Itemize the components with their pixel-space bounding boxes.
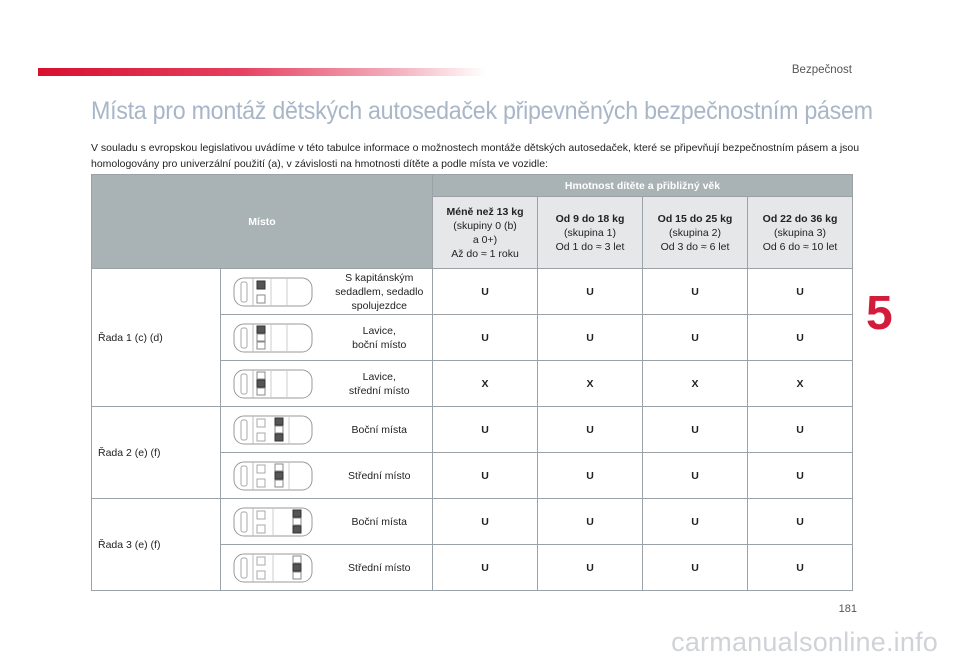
suitability-cell: X <box>432 360 539 407</box>
seat-description: Lavice, střední místo <box>326 360 434 407</box>
suitability-cell: U <box>432 498 539 545</box>
seat-description: Střední místo <box>326 544 434 591</box>
suitability-cell: U <box>747 314 854 361</box>
suitability-cell: U <box>537 498 644 545</box>
row-group-label: Řada 2 (e) (f) <box>91 406 221 499</box>
row-group-label: Řada 3 (e) (f) <box>91 498 221 591</box>
table-row: Střední místo U U U U <box>92 544 854 591</box>
suitability-cell: U <box>537 544 644 591</box>
table-row: Střední místo U U U U <box>92 452 854 499</box>
suitability-cell: U <box>432 406 539 453</box>
column-header-group3: Od 22 do 36 kg (skupina 3) Od 6 do ≈ 10 le… <box>747 196 854 269</box>
watermark: carmanualsonline.info <box>671 627 938 657</box>
header-accent-bar <box>38 68 486 76</box>
car-seat-diagram <box>220 544 327 591</box>
table-row: Řada 1 (c) (d) S kapitánským sedadlem, se… <box>91 268 854 407</box>
suitability-cell: U <box>537 268 644 315</box>
suitability-cell: X <box>537 360 644 407</box>
car-seat-diagram <box>220 268 327 315</box>
chapter-number: 5 <box>866 287 893 340</box>
suitability-cell: U <box>432 314 539 361</box>
suitability-cell: U <box>642 314 749 361</box>
page-number: 181 <box>838 603 857 615</box>
seat-table: Místo Hmotnost dítěte a přibližný věk Mé… <box>90 174 854 591</box>
car-seat-diagram <box>220 452 327 499</box>
suitability-cell: X <box>747 360 854 407</box>
suitability-cell: U <box>747 544 854 591</box>
header-hmotnost: Hmotnost dítěte a přibližný věk <box>432 174 854 197</box>
seat-description: Lavice, boční místo <box>326 314 434 361</box>
column-header-group2: Od 15 do 25 kg (skupina 2) Od 3 do ≈ 6 let <box>642 196 749 269</box>
car-top-view-icon <box>233 507 313 536</box>
seat-description: Boční místa <box>326 498 434 545</box>
seat-description: Boční místa <box>326 406 434 453</box>
suitability-cell: U <box>642 406 749 453</box>
column-header-group0: Méně než 13 kg (skupiny 0 (b) a 0+) Až do ≈… <box>432 196 539 269</box>
table-row: Řada 2 (e) (f) Boční místa U U U U <box>91 406 854 499</box>
suitability-cell: U <box>747 406 854 453</box>
car-top-view-icon <box>233 323 313 352</box>
car-top-view-icon <box>233 553 313 582</box>
car-seat-diagram <box>220 314 327 361</box>
seat-description: S kapitánským sedadlem, sedadlo spolujezdc… <box>326 268 434 315</box>
seat-description: Střední místo <box>326 452 434 499</box>
suitability-cell: U <box>642 452 749 499</box>
table-row: Lavice, boční místo U U U U <box>92 314 854 361</box>
suitability-cell: U <box>747 498 854 545</box>
page-title: Místa pro montáž dětských autosedaček př… <box>91 97 873 125</box>
suitability-cell: X <box>642 360 749 407</box>
column-header-group1: Od 9 do 18 kg (skupina 1) Od 1 do ≈ 3 let <box>537 196 644 269</box>
suitability-cell: U <box>432 452 539 499</box>
suitability-cell: U <box>537 314 644 361</box>
suitability-cell: U <box>537 406 644 453</box>
car-top-view-icon <box>233 461 313 490</box>
car-seat-diagram <box>220 406 327 453</box>
intro-paragraph: V souladu s evropskou legislativou uvádí… <box>91 142 860 170</box>
suitability-cell: U <box>642 498 749 545</box>
section-title: Bezpečnost <box>791 64 852 76</box>
car-seat-diagram <box>220 360 327 407</box>
car-top-view-icon <box>233 415 313 444</box>
suitability-cell: U <box>432 268 539 315</box>
suitability-cell: U <box>747 268 854 315</box>
car-top-view-icon <box>233 277 313 306</box>
suitability-cell: U <box>432 544 539 591</box>
header-misto: Místo <box>90 174 434 269</box>
suitability-cell: U <box>642 544 749 591</box>
car-top-view-icon <box>233 369 313 398</box>
suitability-cell: U <box>537 452 644 499</box>
suitability-cell: U <box>747 452 854 499</box>
table-row: Řada 3 (e) (f) Boční místa U U U U <box>91 498 854 591</box>
row-group-label: Řada 1 (c) (d) <box>91 268 221 407</box>
car-seat-diagram <box>220 498 327 545</box>
suitability-cell: U <box>642 268 749 315</box>
